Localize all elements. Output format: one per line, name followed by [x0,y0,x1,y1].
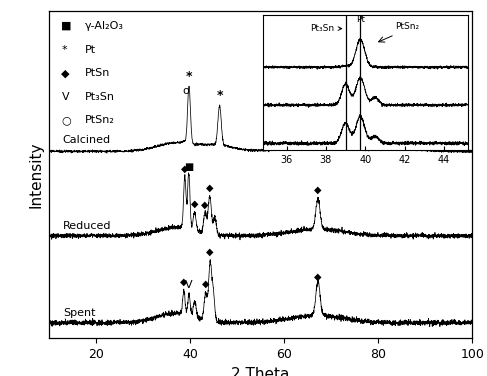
Text: ■: ■ [184,162,193,171]
Text: PtSn: PtSn [85,68,110,78]
Text: o: o [183,86,189,96]
Text: PtSn₂: PtSn₂ [85,115,114,125]
Text: Pt₃Sn: Pt₃Sn [310,24,342,33]
Text: ■: ■ [61,21,72,31]
Text: ◆: ◆ [191,199,198,209]
Text: Reduced: Reduced [63,221,112,232]
Text: ◆: ◆ [314,271,322,281]
Text: ◆: ◆ [314,185,322,195]
Text: *: * [316,108,323,121]
Text: *: * [216,89,223,102]
Text: γ-Al₂O₃: γ-Al₂O₃ [85,21,124,31]
Text: ◆: ◆ [202,279,209,289]
Text: PtSn₂: PtSn₂ [395,22,419,31]
Text: *: * [403,127,410,140]
Text: Spent: Spent [63,308,95,318]
Text: ◆: ◆ [181,164,188,174]
Text: ○: ○ [61,115,71,125]
Text: Pt: Pt [85,45,96,55]
Text: *: * [186,70,192,83]
Text: ◆: ◆ [180,277,187,287]
Y-axis label: Intensity: Intensity [28,142,43,208]
Text: *: * [382,127,389,140]
Text: ◆: ◆ [61,68,70,78]
X-axis label: 2 Theta: 2 Theta [231,367,290,376]
Text: *: * [61,45,67,55]
Text: Pt₃Sn: Pt₃Sn [85,92,115,102]
Text: V: V [61,92,69,102]
Text: ◆: ◆ [206,183,213,193]
Text: ◆: ◆ [201,200,209,209]
Text: V: V [185,280,193,290]
Text: ◆: ◆ [206,247,214,257]
Text: Pt: Pt [356,15,365,24]
Text: Calcined: Calcined [63,135,111,145]
